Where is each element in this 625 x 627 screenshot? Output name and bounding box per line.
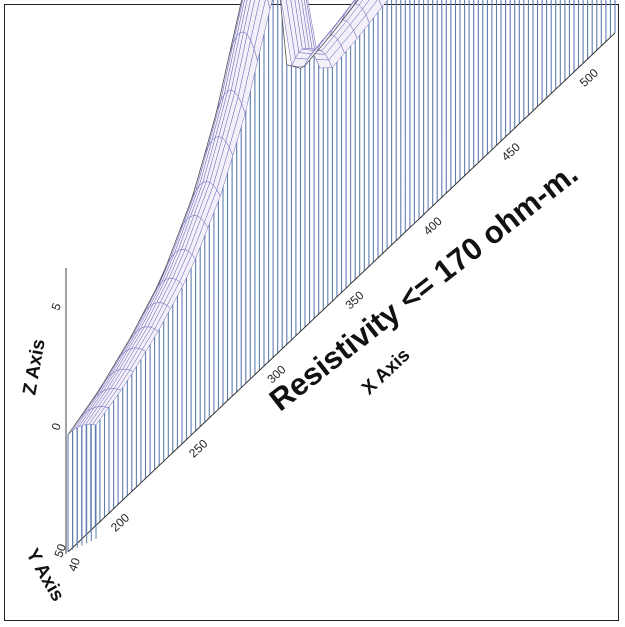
z-tick-labels: 50	[49, 301, 65, 432]
z-tick-label: 5	[49, 301, 65, 312]
surface-front-wall	[67, 0, 616, 553]
y-tick-label: 40	[65, 556, 83, 574]
x-tick-label: 200	[108, 510, 132, 534]
x-tick-label: 450	[499, 140, 523, 164]
z-axis-label: Z Axis	[19, 337, 49, 396]
x-tick-label: 250	[186, 436, 210, 460]
y-tick-label: 50	[51, 542, 69, 560]
z-tick-label: 0	[49, 421, 65, 432]
x-tick-label: 500	[577, 66, 601, 90]
plot-frame	[4, 4, 619, 621]
surface-mesh	[67, 0, 388, 435]
x-tick-label: 400	[421, 214, 445, 238]
x-tick-label: 350	[342, 288, 366, 312]
